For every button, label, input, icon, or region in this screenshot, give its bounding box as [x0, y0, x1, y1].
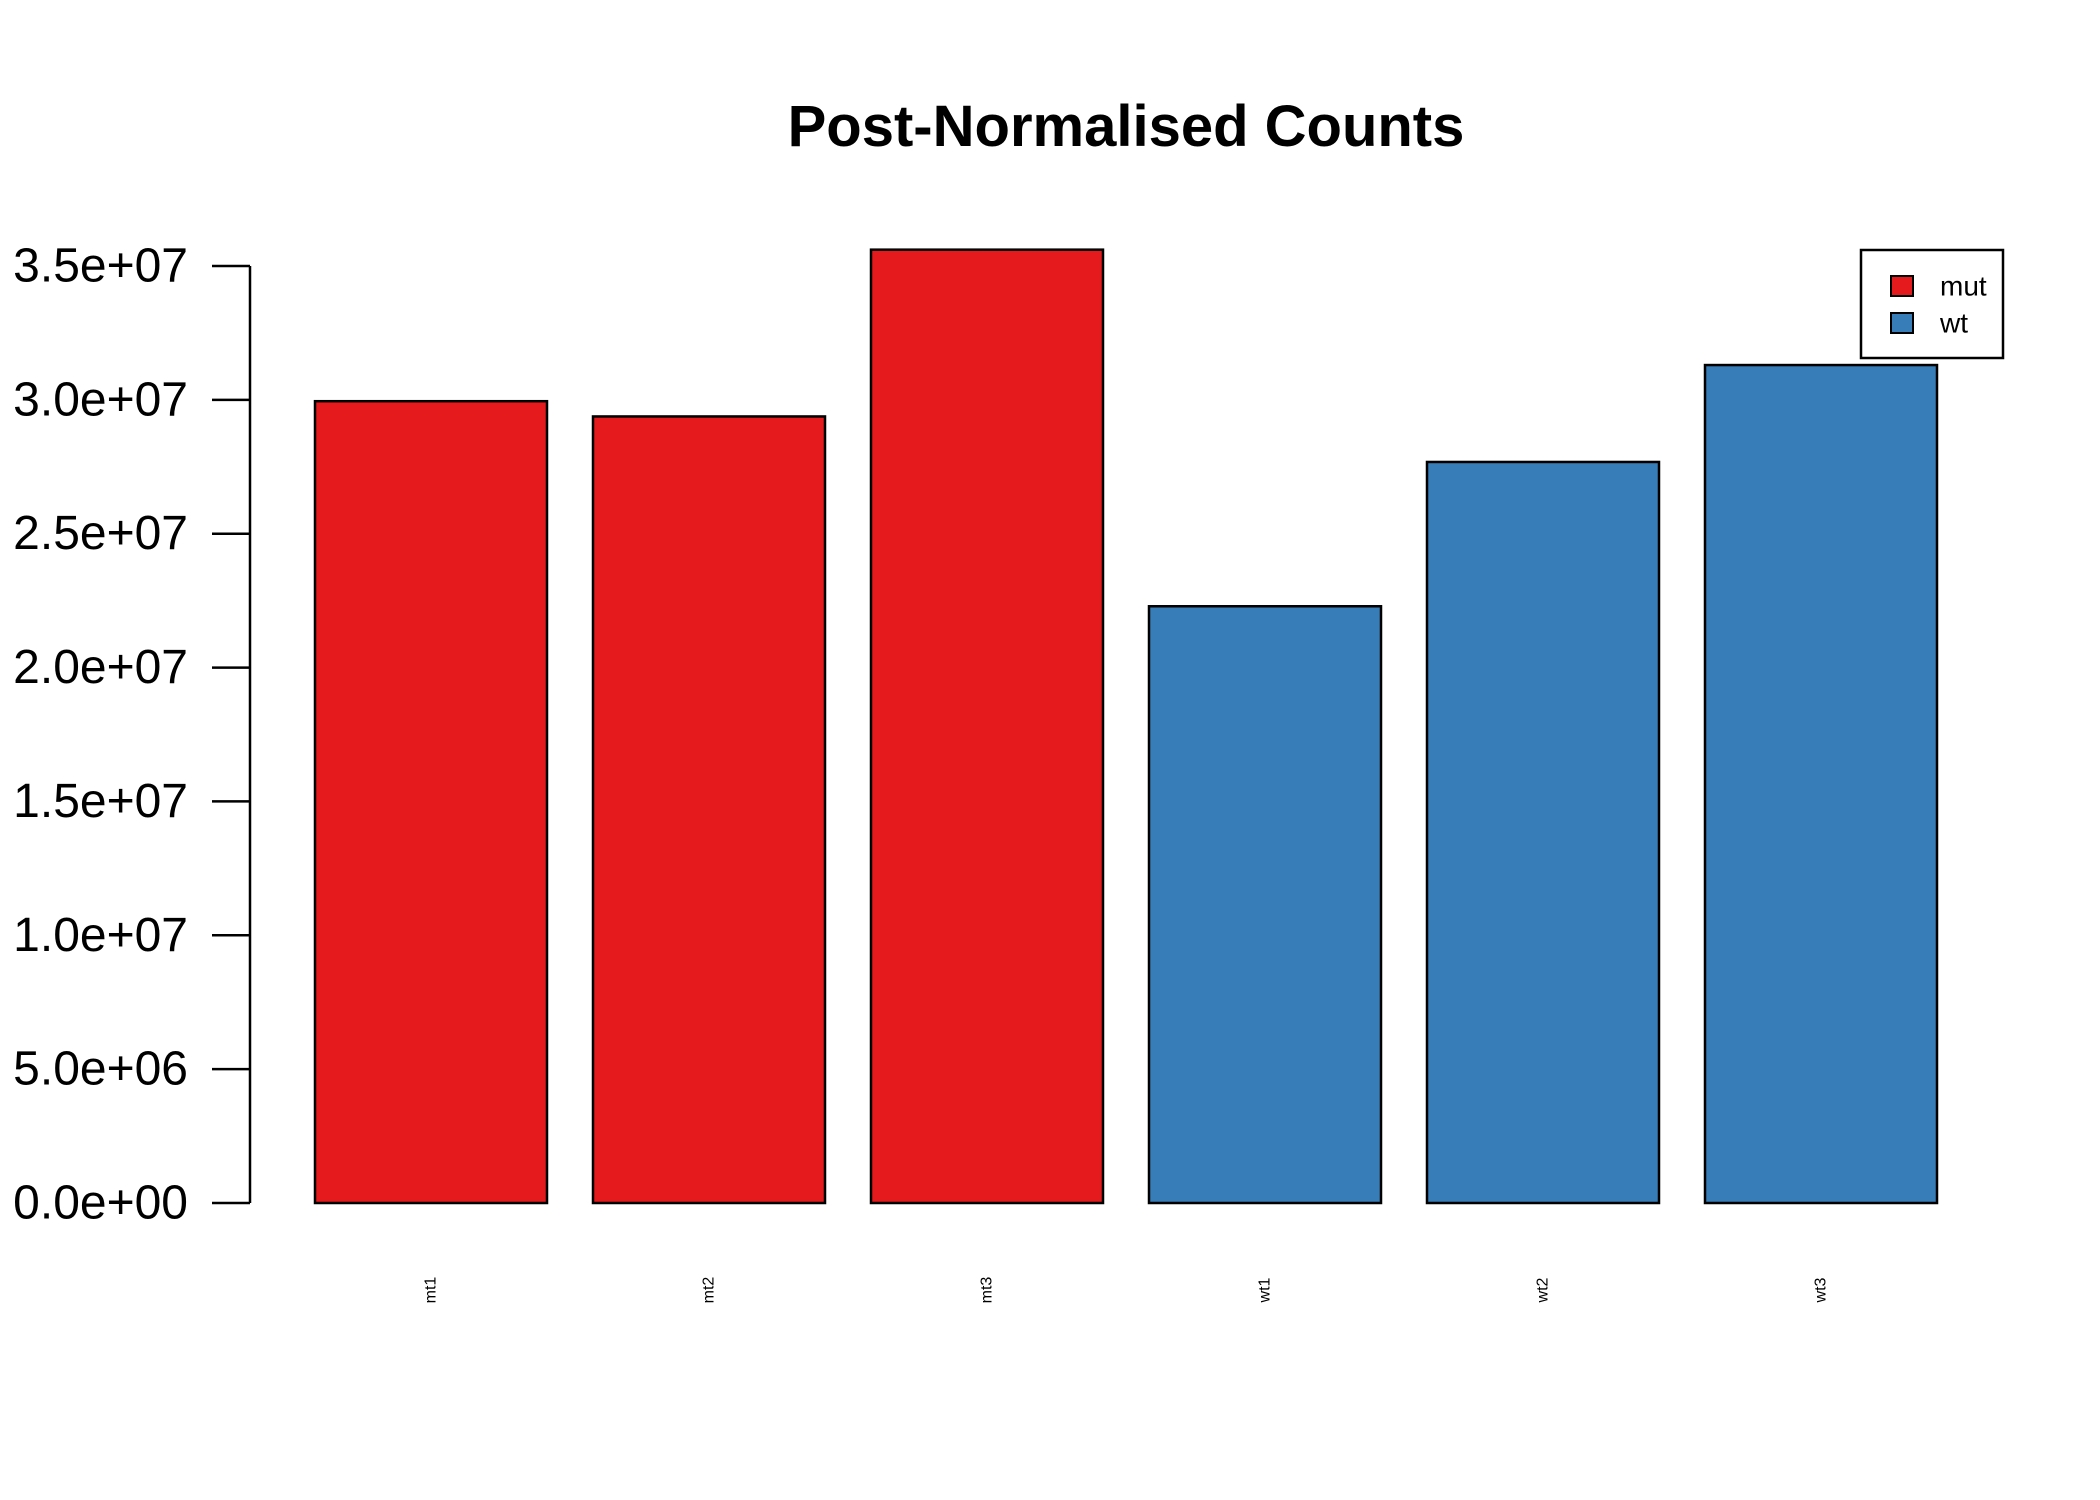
category-label: wt2: [1535, 1277, 1552, 1303]
category-label: mt1: [423, 1277, 440, 1304]
y-tick-label: 3.0e+07: [13, 373, 188, 426]
y-axis: 0.0e+00 5.0e+06 1.0e+07 1.5e+07 2.0e+07 2.5e+…: [13, 240, 252, 1230]
legend-swatch-wt: [1890, 312, 1914, 334]
y-tick-label: 2.0e+07: [13, 641, 188, 694]
y-tick-label: 2.5e+07: [13, 507, 188, 560]
bar-wt1: [1147, 605, 1383, 1205]
category-label: wt3: [1813, 1277, 1830, 1303]
bar-wt2: [1425, 460, 1661, 1205]
bar-mt2: [591, 415, 827, 1205]
legend-swatch-mut: [1890, 275, 1914, 297]
legend: mut wt: [1859, 248, 2005, 360]
legend-box: [1859, 248, 2005, 360]
bars: [313, 248, 1939, 1205]
bar-mt1: [313, 399, 549, 1205]
y-tick-label: 3.5e+07: [13, 240, 188, 293]
legend-label-mut: mut: [1940, 271, 1987, 302]
y-tick-label: 1.0e+07: [13, 909, 188, 962]
bar-mt3: [869, 248, 1105, 1205]
category-label: wt1: [1257, 1277, 1274, 1303]
y-tick-label: 5.0e+06: [13, 1043, 188, 1096]
category-label: mt3: [979, 1277, 996, 1304]
y-tick-label: 1.5e+07: [13, 775, 188, 828]
chart-title: Post-Normalised Counts: [788, 94, 1465, 159]
category-label: mt2: [701, 1277, 718, 1304]
y-tick-label: 0.0e+00: [13, 1177, 188, 1230]
bar-wt3: [1703, 363, 1939, 1205]
legend-label-wt: wt: [1939, 308, 1968, 339]
category-labels: mt1 mt2 mt3 wt1 wt2 wt3: [423, 1277, 1830, 1304]
